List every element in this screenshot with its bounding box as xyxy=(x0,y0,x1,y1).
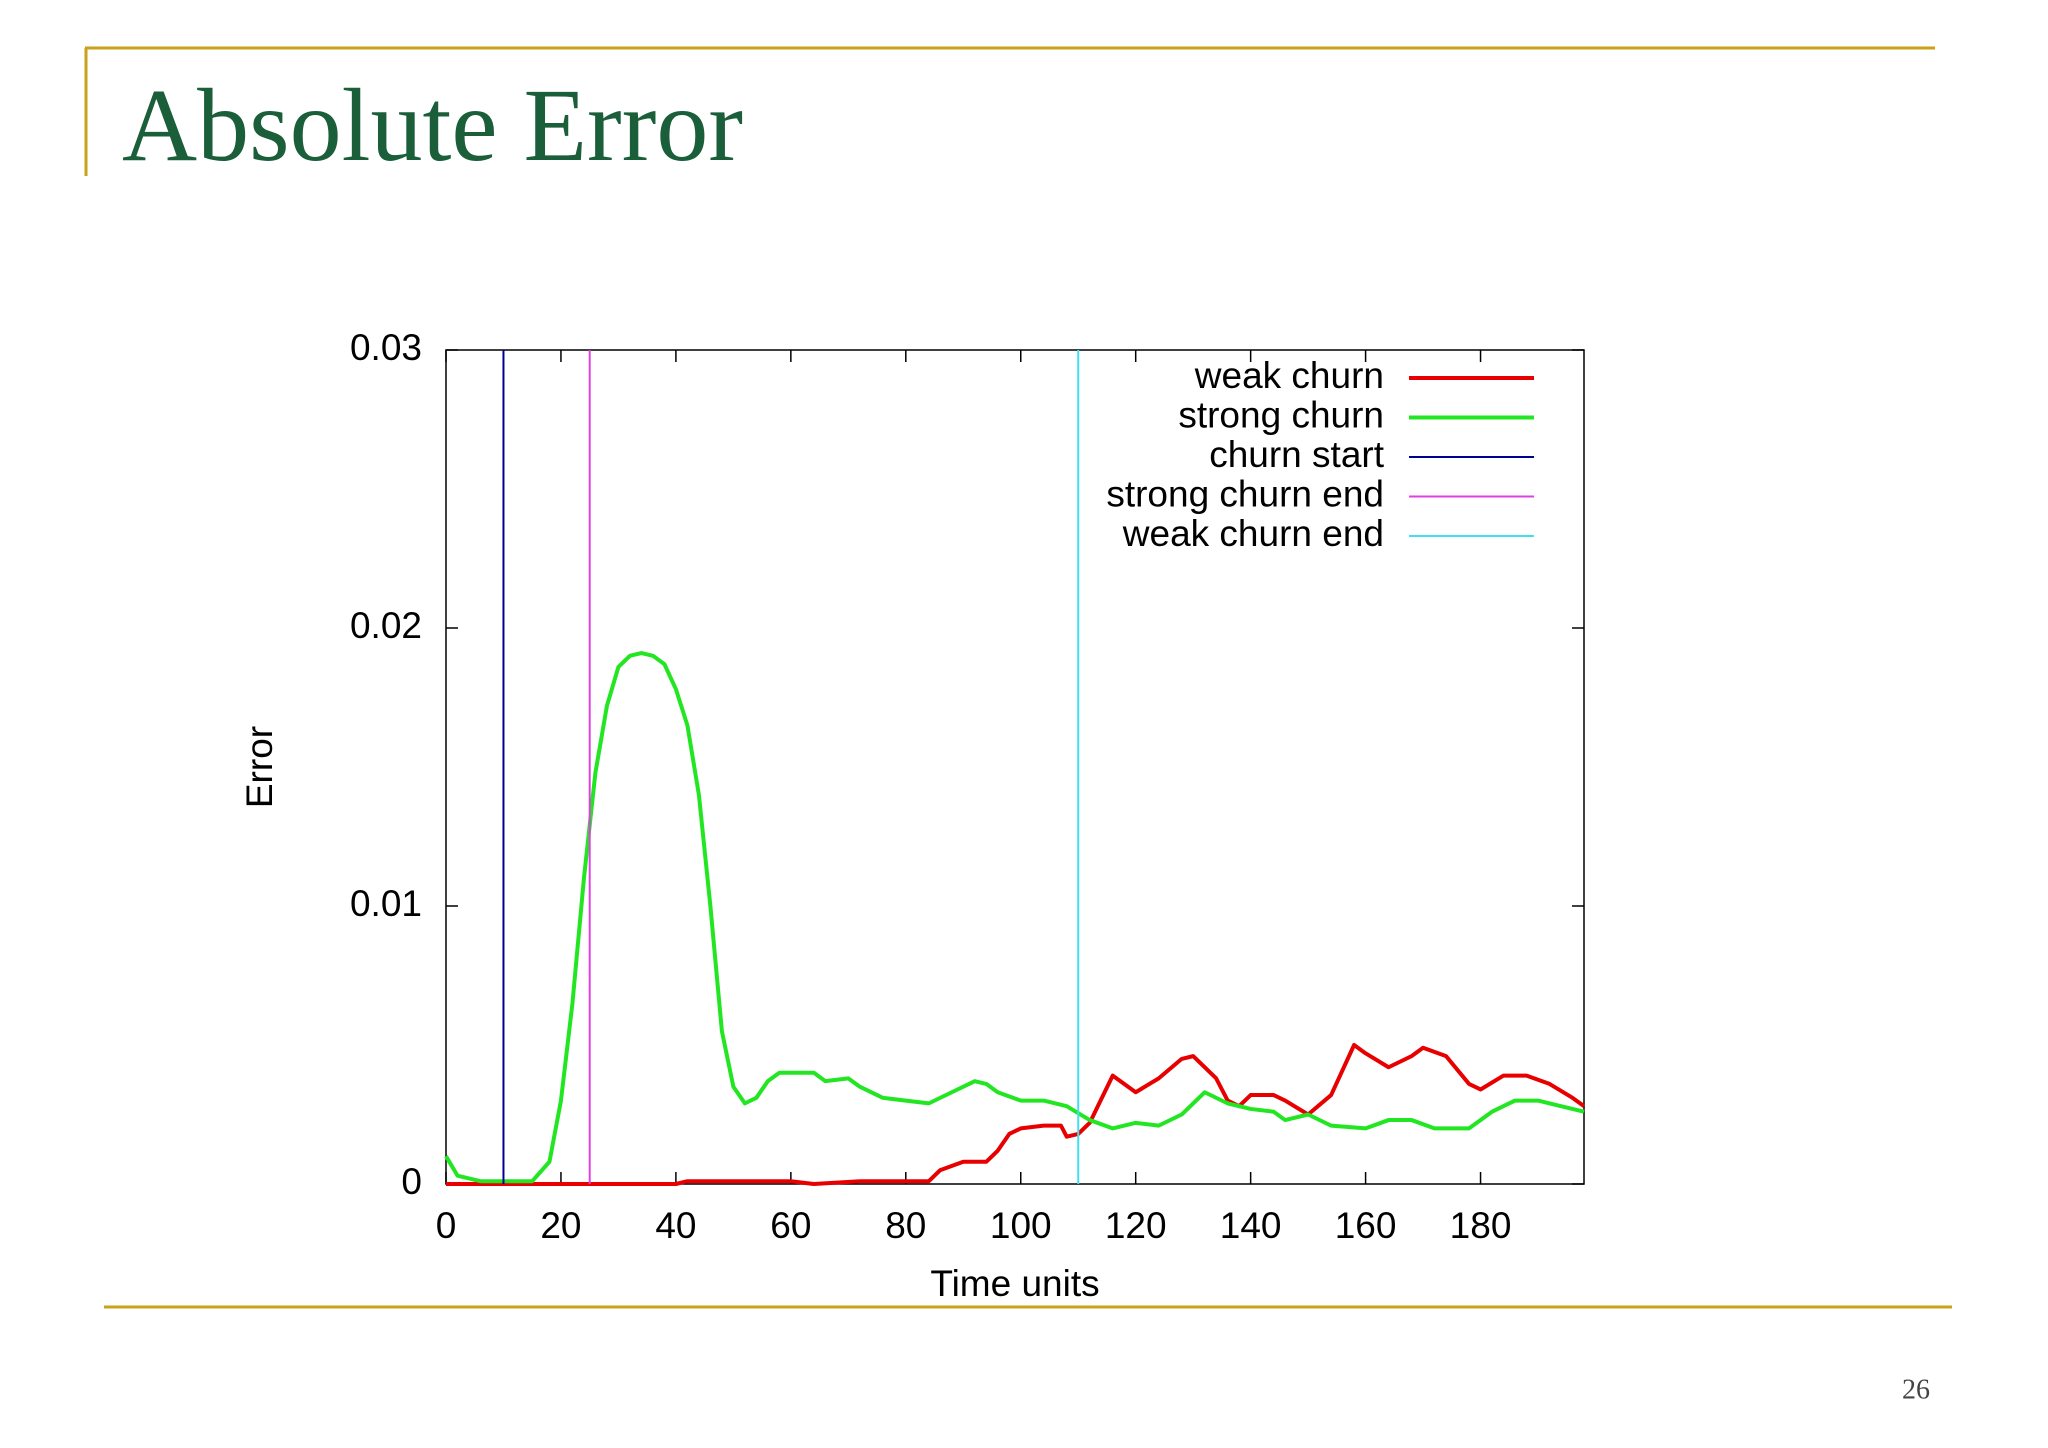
x-tick-label: 180 xyxy=(1450,1205,1512,1246)
x-tick-label: 100 xyxy=(990,1205,1052,1246)
y-tick-label: 0.03 xyxy=(350,327,422,368)
x-tick-label: 20 xyxy=(540,1205,581,1246)
y-tick-label: 0 xyxy=(401,1161,422,1202)
y-tick-label: 0.02 xyxy=(350,605,422,646)
legend-label: weak churn end xyxy=(1122,513,1384,554)
legend-label: churn start xyxy=(1209,434,1385,475)
y-tick-label: 0.01 xyxy=(350,883,422,924)
x-tick-label: 80 xyxy=(885,1205,926,1246)
x-tick-label: 140 xyxy=(1220,1205,1282,1246)
x-tick-label: 160 xyxy=(1335,1205,1397,1246)
series-line xyxy=(444,651,1585,1184)
plot-area xyxy=(445,349,1585,1185)
legend-label: strong churn xyxy=(1178,394,1384,435)
page-number: 26 xyxy=(1902,1374,1930,1405)
x-tick-label: 40 xyxy=(655,1205,696,1246)
legend-label: strong churn end xyxy=(1106,473,1384,514)
x-tick-label: 60 xyxy=(770,1205,811,1246)
y-axis-label: Error xyxy=(239,726,280,808)
legend-label: weak churn xyxy=(1194,355,1384,396)
series-line xyxy=(446,1043,1586,1186)
x-tick-label: 0 xyxy=(436,1205,457,1246)
x-tick-label: 120 xyxy=(1105,1205,1167,1246)
chart: 0 20 40 60 80 100 120 140 160 180 0 0.01 0.02 0.03 Tim… xyxy=(239,327,1586,1304)
slide-title: Absolute Error xyxy=(122,68,743,183)
x-axis-label: Time units xyxy=(930,1263,1099,1304)
